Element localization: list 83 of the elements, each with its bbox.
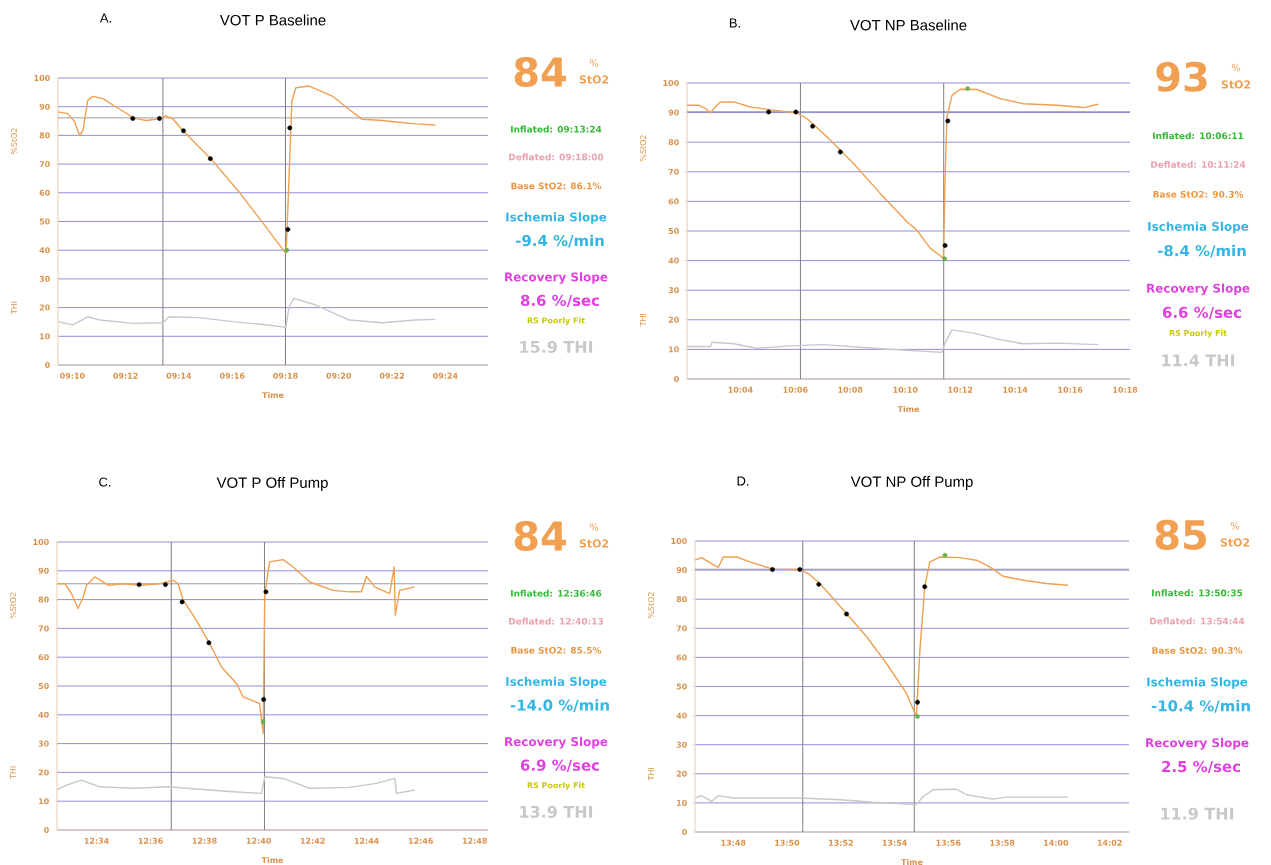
chart-title: VOT P Baseline <box>219 14 326 26</box>
point <box>942 552 948 558</box>
text: Recovery Slope <box>1146 738 1249 750</box>
point <box>797 567 803 572</box>
text: 6.6 %/sec <box>1162 306 1242 320</box>
chart-subtitle: C. <box>99 477 111 487</box>
chart-title: VOT NP Baseline <box>850 19 967 31</box>
text: 84 <box>514 520 566 552</box>
text: Deflated: 12:40:13 <box>509 617 603 625</box>
text: Recovery Slope <box>505 736 608 749</box>
text: Base StO2: 90.3% <box>1152 647 1243 654</box>
text: Ischemia Slope <box>1148 221 1249 234</box>
chart-subtitle: A. <box>99 13 111 23</box>
text: Deflated: 13:54:44 <box>1150 617 1245 625</box>
chart-title: VOT P Off Pump <box>216 477 328 491</box>
point <box>844 611 849 617</box>
text: Deflated: 10:11:24 <box>1151 160 1246 168</box>
point <box>260 719 266 725</box>
chart-subtitle: B. <box>729 18 740 28</box>
text: Inflated: 13:50:35 <box>1152 589 1243 597</box>
text: -8.4 %/min <box>1158 244 1246 258</box>
text: -10.4 %/min <box>1151 699 1250 713</box>
text: Recovery Slope <box>1147 283 1250 296</box>
text: Deflated: 09:18:00 <box>509 153 604 161</box>
text: Ischemia Slope <box>1147 677 1248 689</box>
point <box>206 640 212 646</box>
point <box>261 697 267 702</box>
point <box>793 109 799 115</box>
point <box>915 699 920 705</box>
text: -14.0 %/min <box>510 699 609 712</box>
text: 6.9 %/sec <box>520 759 599 773</box>
point <box>157 116 162 121</box>
text: 84 <box>514 56 566 88</box>
point <box>965 86 971 91</box>
point <box>837 149 843 155</box>
point <box>136 582 142 588</box>
text: 8.6 %/sec <box>520 294 599 308</box>
line-series <box>56 776 416 795</box>
text: Base StO2: 90.3% <box>1153 190 1244 198</box>
point <box>766 109 772 115</box>
text: Ischemia Slope <box>506 212 607 224</box>
point <box>816 581 822 587</box>
text: % <box>1231 63 1241 72</box>
point <box>770 567 775 572</box>
line-series <box>57 297 437 329</box>
point <box>263 589 269 595</box>
point <box>942 243 948 248</box>
text: -9.4 %/min <box>516 234 604 248</box>
point <box>942 256 947 262</box>
text: 2.5 %/sec <box>1162 760 1241 774</box>
text: Inflated: 09:13:24 <box>511 125 602 133</box>
chart-subtitle: D. <box>737 476 749 486</box>
text: StO2 <box>1221 80 1251 89</box>
text: % <box>589 59 599 67</box>
line-series <box>57 85 437 255</box>
point <box>130 116 136 121</box>
text: % <box>589 523 599 531</box>
point <box>945 118 951 124</box>
text: Inflated: 12:36:46 <box>511 589 602 597</box>
point <box>810 123 816 129</box>
text: 85 <box>1155 519 1206 550</box>
text: 93 <box>1156 61 1207 92</box>
text: StO2 <box>1220 538 1250 547</box>
line-series <box>56 558 416 735</box>
text: Base StO2: 85.5% <box>511 646 602 654</box>
point <box>163 582 168 588</box>
point <box>915 714 920 719</box>
point <box>284 247 290 253</box>
point <box>922 584 928 590</box>
point <box>181 128 186 134</box>
text: Base StO2: 86.1% <box>511 182 602 190</box>
point <box>285 227 291 232</box>
chart-title: VOT NP Off Pump <box>850 476 973 490</box>
text: StO2 <box>579 539 609 548</box>
line-series <box>686 329 1100 354</box>
text: Ischemia Slope <box>506 676 607 689</box>
text: StO2 <box>579 75 609 84</box>
point <box>287 125 293 131</box>
point <box>179 599 185 605</box>
text: Inflated: 10:06:11 <box>1153 132 1244 140</box>
point <box>207 156 213 162</box>
text: % <box>1230 522 1240 530</box>
text: Recovery Slope <box>505 272 608 284</box>
